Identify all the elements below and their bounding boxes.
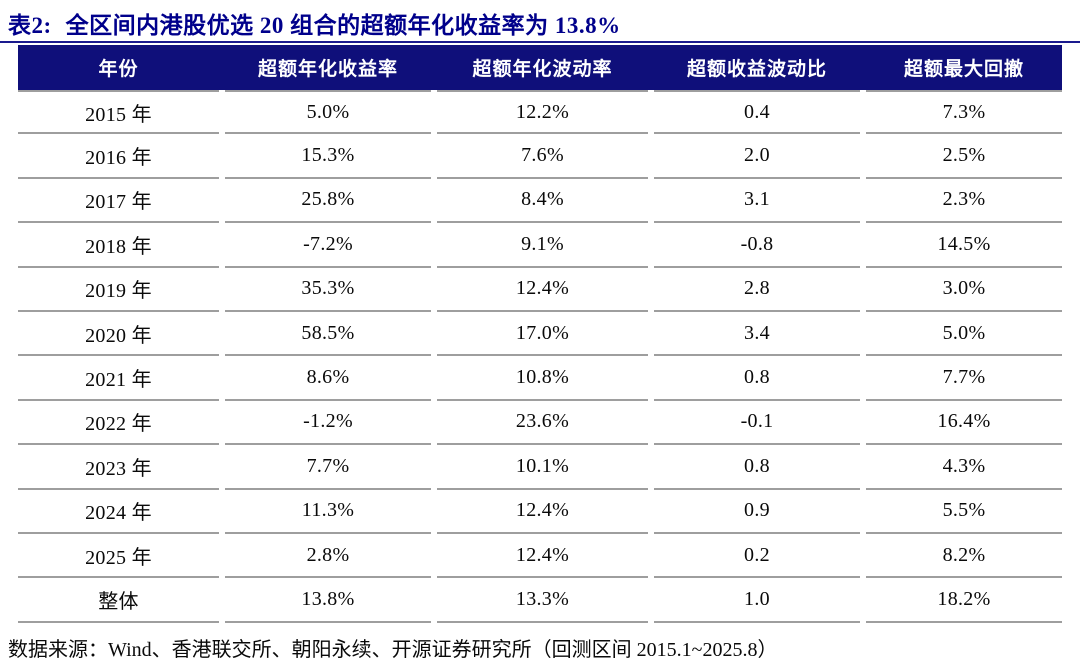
cell-excess-return-vol-ratio: 2.0 xyxy=(654,134,860,179)
table-row: 2023 年 7.7% 10.1% 0.8 4.3% xyxy=(18,445,1062,490)
cell-excess-annual-return: -7.2% xyxy=(225,223,431,268)
cell-excess-return-vol-ratio: 0.9 xyxy=(654,490,860,534)
cell-excess-return-vol-ratio: 0.2 xyxy=(654,534,860,579)
cell-excess-annual-return: -1.2% xyxy=(225,401,431,446)
column-header-excess-max-drawdown: 超额最大回撤 xyxy=(903,59,1024,80)
cell-year: 2023 年 xyxy=(18,445,219,490)
table-header-row: 年份 超额年化收益率 超额年化波动率 超额收益波动比 超额最大回撤 xyxy=(18,45,1062,90)
table-row: 2022 年 -1.2% 23.6% -0.1 16.4% xyxy=(18,401,1062,446)
cell-excess-annual-return: 7.7% xyxy=(225,445,431,490)
table-title: 表2: 全区间内港股优选 20 组合的超额年化收益率为 13.8% xyxy=(8,6,1072,40)
table-row: 2021 年 8.6% 10.8% 0.8 7.7% xyxy=(18,356,1062,401)
cell-year: 2015 年 xyxy=(18,90,219,135)
table-row: 2019 年 35.3% 12.4% 2.8 3.0% xyxy=(18,268,1062,312)
cell-excess-annual-volatility: 9.1% xyxy=(437,223,648,268)
cell-excess-annual-return: 11.3% xyxy=(225,490,431,534)
table-title-text: 全区间内港股优选 20 组合的超额年化收益率为 13.8% xyxy=(65,13,621,38)
cell-excess-max-drawdown: 5.5% xyxy=(866,490,1062,534)
cell-excess-return-vol-ratio: 3.4 xyxy=(654,312,860,357)
table-row: 2024 年 11.3% 12.4% 0.9 5.5% xyxy=(18,490,1062,534)
column-header-excess-return-vol-ratio: 超额收益波动比 xyxy=(686,59,827,80)
column-header-year: 年份 xyxy=(98,59,139,80)
cell-year: 2024 年 xyxy=(18,490,219,534)
cell-year: 2017 年 xyxy=(18,179,219,224)
cell-excess-max-drawdown: 2.5% xyxy=(866,134,1062,179)
cell-excess-max-drawdown: 16.4% xyxy=(866,401,1062,446)
table-row: 2025 年 2.8% 12.4% 0.2 8.2% xyxy=(18,534,1062,579)
cell-year: 整体 xyxy=(18,578,219,623)
cell-excess-return-vol-ratio: 2.8 xyxy=(654,268,860,312)
cell-excess-annual-return: 58.5% xyxy=(225,312,431,357)
cell-excess-max-drawdown: 4.3% xyxy=(866,445,1062,490)
cell-excess-annual-return: 2.8% xyxy=(225,534,431,579)
title-underline xyxy=(0,41,1080,43)
cell-year: 2018 年 xyxy=(18,223,219,268)
table-body: 2015 年 5.0% 12.2% 0.4 7.3% 2016 年 15.3% … xyxy=(18,90,1062,623)
cell-excess-annual-volatility: 17.0% xyxy=(437,312,648,357)
cell-excess-max-drawdown: 18.2% xyxy=(866,578,1062,623)
cell-excess-annual-volatility: 13.3% xyxy=(437,578,648,623)
cell-excess-max-drawdown: 3.0% xyxy=(866,268,1062,312)
data-source-note: 数据来源：Wind、香港联交所、朝阳永续、开源证券研究所（回测区间 2015.1… xyxy=(8,639,778,661)
cell-excess-annual-return: 13.8% xyxy=(225,578,431,623)
cell-excess-max-drawdown: 8.2% xyxy=(866,534,1062,579)
cell-excess-return-vol-ratio: 1.0 xyxy=(654,578,860,623)
cell-year: 2021 年 xyxy=(18,356,219,401)
cell-excess-max-drawdown: 2.3% xyxy=(866,179,1062,224)
table-row: 整体 13.8% 13.3% 1.0 18.2% xyxy=(18,578,1062,623)
cell-excess-max-drawdown: 7.3% xyxy=(866,90,1062,135)
cell-excess-annual-return: 8.6% xyxy=(225,356,431,401)
cell-excess-max-drawdown: 5.0% xyxy=(866,312,1062,357)
cell-excess-annual-volatility: 12.4% xyxy=(437,490,648,534)
cell-excess-return-vol-ratio: 0.8 xyxy=(654,445,860,490)
cell-excess-annual-volatility: 12.4% xyxy=(437,534,648,579)
cell-excess-return-vol-ratio: -0.8 xyxy=(654,223,860,268)
cell-excess-max-drawdown: 14.5% xyxy=(866,223,1062,268)
cell-excess-return-vol-ratio: 0.4 xyxy=(654,90,860,135)
cell-excess-max-drawdown: 7.7% xyxy=(866,356,1062,401)
performance-table: 年份 超额年化收益率 超额年化波动率 超额收益波动比 超额最大回撤 2015 年… xyxy=(18,45,1062,623)
cell-year: 2022 年 xyxy=(18,401,219,446)
cell-year: 2020 年 xyxy=(18,312,219,357)
table-row: 2017 年 25.8% 8.4% 3.1 2.3% xyxy=(18,179,1062,224)
table-row: 2015 年 5.0% 12.2% 0.4 7.3% xyxy=(18,90,1062,135)
cell-excess-annual-return: 15.3% xyxy=(225,134,431,179)
table-row: 2016 年 15.3% 7.6% 2.0 2.5% xyxy=(18,134,1062,179)
cell-excess-return-vol-ratio: 3.1 xyxy=(654,179,860,224)
cell-excess-annual-volatility: 12.4% xyxy=(437,268,648,312)
cell-excess-annual-return: 5.0% xyxy=(225,90,431,135)
cell-excess-annual-return: 25.8% xyxy=(225,179,431,224)
cell-excess-return-vol-ratio: 0.8 xyxy=(654,356,860,401)
cell-excess-annual-return: 35.3% xyxy=(225,268,431,312)
column-header-excess-annual-volatility: 超额年化波动率 xyxy=(472,59,613,80)
cell-excess-annual-volatility: 10.1% xyxy=(437,445,648,490)
table-label: 表2: xyxy=(8,13,52,38)
cell-excess-annual-volatility: 12.2% xyxy=(437,90,648,135)
cell-excess-annual-volatility: 7.6% xyxy=(437,134,648,179)
table-row: 2018 年 -7.2% 9.1% -0.8 14.5% xyxy=(18,223,1062,268)
cell-excess-annual-volatility: 8.4% xyxy=(437,179,648,224)
table-row: 2020 年 58.5% 17.0% 3.4 5.0% xyxy=(18,312,1062,357)
cell-excess-return-vol-ratio: -0.1 xyxy=(654,401,860,446)
cell-year: 2016 年 xyxy=(18,134,219,179)
cell-excess-annual-volatility: 10.8% xyxy=(437,356,648,401)
cell-year: 2019 年 xyxy=(18,268,219,312)
cell-year: 2025 年 xyxy=(18,534,219,579)
cell-excess-annual-volatility: 23.6% xyxy=(437,401,648,446)
column-header-excess-annual-return: 超额年化收益率 xyxy=(257,59,398,80)
